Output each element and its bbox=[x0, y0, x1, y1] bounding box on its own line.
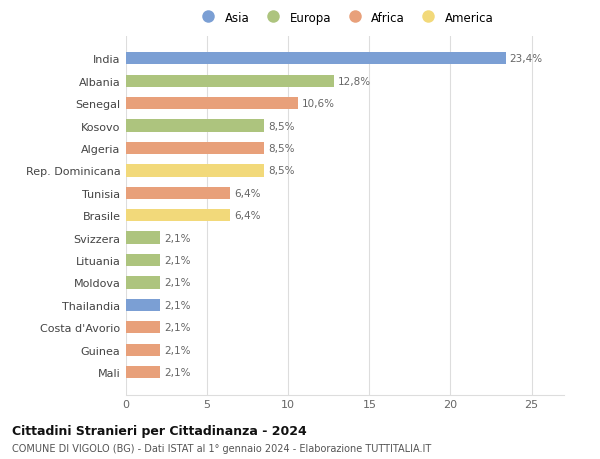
Text: 8,5%: 8,5% bbox=[268, 144, 295, 154]
Bar bbox=[126, 254, 160, 267]
Bar bbox=[126, 232, 160, 244]
Text: 8,5%: 8,5% bbox=[268, 121, 295, 131]
Bar bbox=[126, 165, 264, 177]
Text: 23,4%: 23,4% bbox=[509, 54, 543, 64]
Text: 2,1%: 2,1% bbox=[164, 233, 191, 243]
Bar bbox=[126, 210, 230, 222]
Bar bbox=[126, 53, 506, 65]
Text: Cittadini Stranieri per Cittadinanza - 2024: Cittadini Stranieri per Cittadinanza - 2… bbox=[12, 424, 307, 437]
Bar bbox=[126, 142, 264, 155]
Text: 2,1%: 2,1% bbox=[164, 345, 191, 355]
Bar bbox=[126, 277, 160, 289]
Text: 2,1%: 2,1% bbox=[164, 256, 191, 265]
Bar bbox=[126, 187, 230, 200]
Bar bbox=[126, 321, 160, 334]
Bar bbox=[126, 344, 160, 356]
Text: 2,1%: 2,1% bbox=[164, 278, 191, 288]
Bar bbox=[126, 299, 160, 311]
Text: 2,1%: 2,1% bbox=[164, 323, 191, 333]
Bar bbox=[126, 366, 160, 379]
Text: COMUNE DI VIGOLO (BG) - Dati ISTAT al 1° gennaio 2024 - Elaborazione TUTTITALIA.: COMUNE DI VIGOLO (BG) - Dati ISTAT al 1°… bbox=[12, 443, 431, 453]
Text: 10,6%: 10,6% bbox=[302, 99, 335, 109]
Bar bbox=[126, 75, 334, 88]
Bar bbox=[126, 98, 298, 110]
Text: 6,4%: 6,4% bbox=[234, 211, 260, 221]
Text: 6,4%: 6,4% bbox=[234, 188, 260, 198]
Text: 12,8%: 12,8% bbox=[338, 77, 371, 86]
Text: 8,5%: 8,5% bbox=[268, 166, 295, 176]
Legend: Asia, Europa, Africa, America: Asia, Europa, Africa, America bbox=[191, 7, 499, 29]
Text: 2,1%: 2,1% bbox=[164, 300, 191, 310]
Bar bbox=[126, 120, 264, 132]
Text: 2,1%: 2,1% bbox=[164, 367, 191, 377]
